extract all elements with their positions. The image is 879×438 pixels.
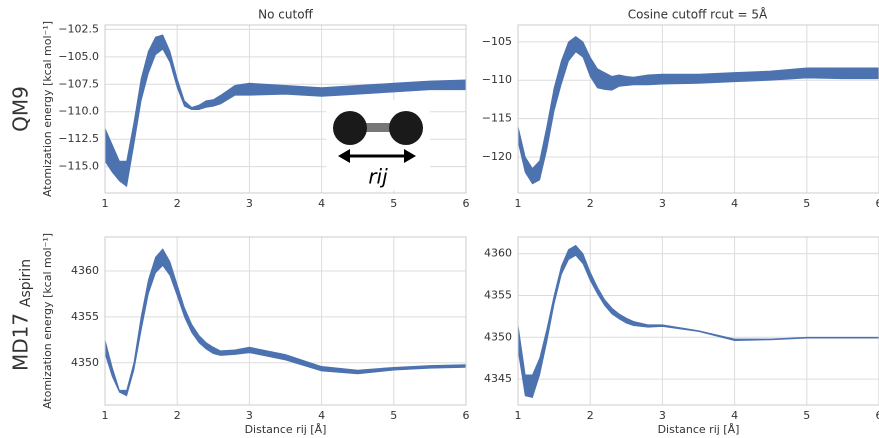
x-tick-label: 1 bbox=[102, 409, 109, 422]
y-tick-label: −112.5 bbox=[58, 132, 99, 145]
x-tick-label: 2 bbox=[587, 197, 594, 210]
band bbox=[517, 244, 879, 398]
y-tick-label: −110 bbox=[482, 73, 512, 86]
axes-frame bbox=[517, 24, 879, 194]
x-tick-label: 1 bbox=[102, 197, 109, 210]
arrow-head bbox=[404, 149, 416, 163]
y-tick-label: −115.0 bbox=[58, 160, 99, 173]
y-tick-label: −105.0 bbox=[58, 50, 99, 63]
y-tick-label: −105 bbox=[482, 35, 512, 48]
x-tick-label: 3 bbox=[246, 197, 253, 210]
x-tick-label: 6 bbox=[463, 197, 470, 210]
x-axis-label: Distance rij [Å] bbox=[245, 423, 327, 436]
y-tick-label: 4360 bbox=[484, 247, 512, 260]
atom bbox=[333, 111, 367, 145]
x-tick-label: 6 bbox=[463, 409, 470, 422]
x-tick-label: 3 bbox=[659, 197, 666, 210]
y-axis-label: Atomization energy [kcal mol⁻¹] bbox=[41, 21, 54, 197]
x-tick-label: 4 bbox=[731, 409, 738, 422]
y-axis-label: Atomization energy [kcal mol⁻¹] bbox=[41, 233, 54, 409]
row-label: MD17 bbox=[9, 313, 33, 371]
y-tick-label: −120 bbox=[482, 150, 512, 163]
y-tick-label: 4355 bbox=[71, 310, 99, 323]
arrow-head bbox=[338, 149, 350, 163]
x-axis-label: Distance rij [Å] bbox=[658, 423, 740, 436]
y-tick-label: 4345 bbox=[484, 372, 512, 385]
x-tick-label: 2 bbox=[174, 409, 181, 422]
band bbox=[517, 36, 879, 185]
x-tick-label: 4 bbox=[731, 197, 738, 210]
x-tick-label: 2 bbox=[587, 409, 594, 422]
y-tick-label: 4350 bbox=[484, 330, 512, 343]
x-tick-label: 6 bbox=[876, 197, 879, 210]
subplot-title: No cutoff bbox=[258, 8, 313, 22]
y-tick-label: 4355 bbox=[484, 289, 512, 302]
y-tick-label: 4360 bbox=[71, 264, 99, 277]
y-tick-label: 4350 bbox=[71, 356, 99, 369]
y-tick-label: −102.5 bbox=[58, 22, 99, 35]
annotation: rij bbox=[368, 165, 388, 189]
x-tick-label: 4 bbox=[318, 197, 325, 210]
y-tick-label: −110.0 bbox=[58, 105, 99, 118]
x-tick-label: 5 bbox=[803, 409, 810, 422]
x-tick-label: 1 bbox=[515, 197, 522, 210]
plot-area bbox=[518, 237, 879, 405]
axes-frame bbox=[517, 236, 879, 406]
axes-frame bbox=[104, 24, 467, 194]
x-tick-label: 3 bbox=[659, 409, 666, 422]
x-tick-label: 5 bbox=[803, 197, 810, 210]
y-tick-label: −115 bbox=[482, 112, 512, 125]
bond bbox=[358, 123, 398, 132]
x-tick-label: 5 bbox=[390, 409, 397, 422]
x-tick-label: 5 bbox=[390, 197, 397, 210]
y-tick-label: −107.5 bbox=[58, 77, 99, 90]
subplot-title: Cosine cutoff rcut = 5Å bbox=[628, 7, 768, 22]
row-label: QM9 bbox=[9, 86, 33, 132]
x-tick-label: 2 bbox=[174, 197, 181, 210]
x-tick-label: 1 bbox=[515, 409, 522, 422]
axes-frame bbox=[104, 236, 467, 406]
x-tick-label: 6 bbox=[876, 409, 879, 422]
inset: rij bbox=[326, 100, 430, 190]
atom bbox=[389, 111, 423, 145]
x-tick-label: 4 bbox=[318, 409, 325, 422]
x-tick-label: 3 bbox=[246, 409, 253, 422]
row-sublabel: Aspirin bbox=[18, 259, 34, 307]
